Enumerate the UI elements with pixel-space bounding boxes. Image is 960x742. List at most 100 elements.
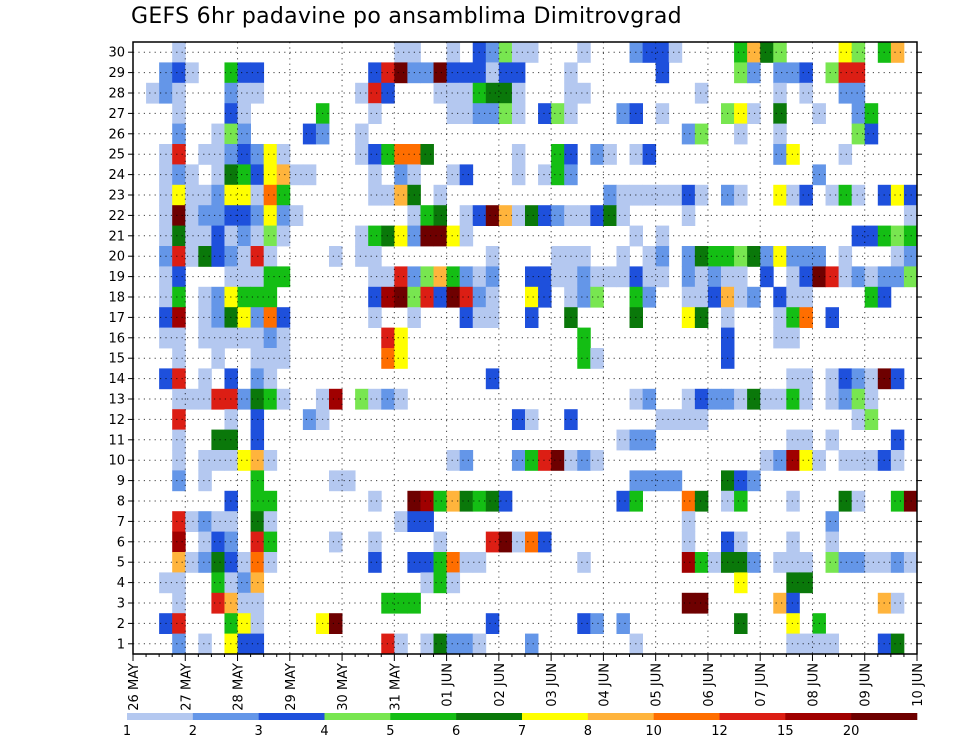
heatmap-cell	[394, 327, 408, 349]
legend-swatch	[324, 713, 391, 720]
heatmap-cell	[368, 225, 382, 247]
heatmap-cell	[276, 266, 291, 288]
heatmap-cell	[433, 266, 447, 288]
heatmap-cell	[459, 62, 474, 84]
heatmap-cell	[538, 205, 552, 226]
heatmap-cell	[368, 266, 382, 288]
heatmap-cell	[681, 205, 696, 226]
y-tick-label: 27	[108, 107, 125, 122]
heatmap-cell	[237, 572, 251, 594]
heatmap-cell	[799, 368, 813, 390]
heatmap-cell	[276, 164, 291, 186]
heatmap-cell	[838, 82, 853, 104]
heatmap-cell	[590, 205, 604, 226]
heatmap-cell	[211, 572, 225, 594]
heatmap-cell	[773, 592, 787, 614]
heatmap-cell	[551, 164, 565, 186]
legend-swatch	[456, 713, 523, 720]
heatmap-cell	[368, 103, 382, 124]
heatmap-cell	[237, 633, 251, 655]
heatmap-cell	[864, 450, 879, 471]
heatmap-cell	[198, 470, 212, 492]
heatmap-cell	[799, 246, 813, 267]
heatmap-cell	[172, 511, 186, 532]
x-tick-label: 07 JUN	[754, 663, 769, 707]
heatmap-cell	[838, 42, 853, 63]
heatmap-cell	[511, 103, 526, 124]
heatmap-cell	[851, 552, 866, 573]
heatmap-cell	[577, 286, 591, 308]
heatmap-cell	[172, 470, 186, 492]
heatmap-cell	[433, 572, 447, 594]
heatmap-cell	[185, 205, 199, 226]
x-tick-label: 08 JUN	[806, 663, 821, 707]
heatmap-cell	[890, 552, 905, 573]
heatmap-cell	[577, 42, 591, 63]
heatmap-cell	[355, 225, 369, 247]
heatmap-cell	[825, 633, 839, 655]
heatmap-cell	[825, 511, 839, 532]
heatmap-cell	[694, 184, 709, 206]
heatmap-cell	[185, 164, 199, 186]
heatmap-cell	[355, 82, 369, 104]
heatmap-cell	[433, 286, 447, 308]
heatmap-cell	[368, 62, 382, 84]
heatmap-cell	[276, 388, 291, 410]
heatmap-cell	[211, 592, 225, 614]
heatmap-cell	[681, 552, 696, 573]
heatmap-cell	[211, 164, 225, 186]
heatmap-cell	[263, 164, 278, 186]
heatmap-cell	[734, 286, 748, 308]
x-tick-label: 10 JUN	[911, 663, 926, 707]
x-axis: 26 MAY 27 MAY 28 MAY 29 MAY 30 MAY 31 MAY 01 J…	[127, 654, 926, 711]
x-tick-label: 06 JUN	[702, 663, 717, 707]
heatmap-cell	[603, 205, 617, 226]
heatmap-cell	[172, 429, 186, 451]
heatmap-cell	[198, 205, 212, 226]
heatmap-cell	[198, 633, 212, 655]
heatmap-cell	[381, 62, 395, 84]
heatmap-cell	[420, 286, 434, 308]
heatmap-cell	[616, 246, 630, 267]
heatmap-cell	[211, 450, 225, 471]
heatmap-cell	[446, 164, 461, 186]
heatmap-cell	[172, 82, 186, 104]
heatmap-cell	[773, 62, 787, 84]
heatmap-cell	[485, 307, 500, 328]
heatmap-cell	[760, 42, 774, 63]
heatmap-cell	[394, 266, 408, 288]
y-tick-label: 28	[108, 87, 125, 102]
heatmap-cell	[368, 490, 382, 512]
heatmap-cell	[263, 552, 278, 573]
heatmap-cell	[485, 531, 500, 553]
legend-swatch	[258, 713, 325, 720]
heatmap-cell	[786, 450, 800, 471]
heatmap-cell	[551, 103, 565, 124]
heatmap-cell	[838, 184, 853, 206]
heatmap-cell	[172, 164, 186, 186]
heatmap-cell	[577, 246, 591, 267]
heatmap-cell	[420, 490, 434, 512]
y-tick-label: 10	[108, 454, 125, 469]
heatmap-cell	[838, 552, 853, 573]
heatmap-cell	[694, 552, 709, 573]
heatmap-cell	[838, 450, 853, 471]
heatmap-cell	[851, 103, 866, 124]
heatmap-cell	[237, 552, 251, 573]
heatmap-cell	[172, 388, 186, 410]
heatmap-cell	[211, 307, 225, 328]
heatmap-cell	[276, 225, 291, 247]
heatmap-cell	[185, 225, 199, 247]
heatmap-cell	[237, 388, 251, 410]
heatmap-cell	[642, 388, 657, 410]
heatmap-cell	[172, 225, 186, 247]
heatmap-cell	[734, 531, 748, 553]
heatmap-cell	[707, 286, 722, 308]
heatmap-cell	[773, 307, 787, 328]
heatmap-cell	[276, 348, 291, 369]
legend-label: 10	[645, 724, 662, 739]
heatmap-cell	[198, 225, 212, 247]
heatmap-cell	[851, 368, 866, 390]
heatmap-cell	[237, 123, 251, 145]
heatmap-cell	[747, 42, 761, 63]
